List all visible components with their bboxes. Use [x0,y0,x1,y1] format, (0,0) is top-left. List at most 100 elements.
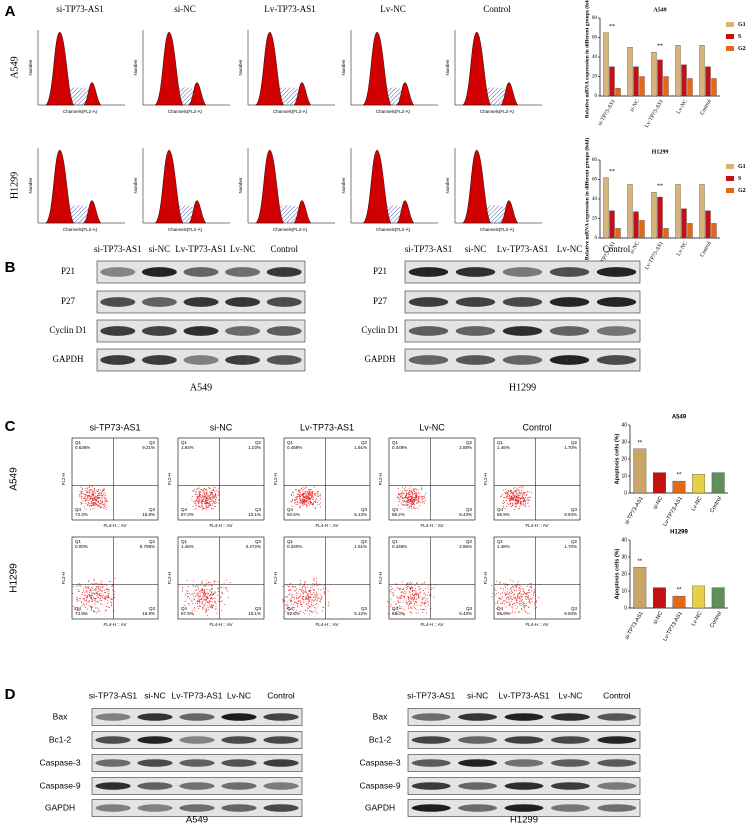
dot [491,596,492,597]
dot [89,496,90,497]
dot [87,487,88,488]
dot [417,598,418,599]
dot [292,499,293,500]
dot [522,486,523,487]
band [100,297,135,307]
dot [97,591,98,592]
dot [213,500,214,501]
dot [206,580,207,581]
dot [92,490,93,491]
dot [80,598,81,599]
dot [91,590,92,591]
bar [676,45,681,96]
dot [429,595,430,596]
dot [392,588,393,589]
dot [95,493,96,494]
dot [523,589,524,590]
dot [513,488,514,489]
dot [400,602,401,603]
band [137,782,172,789]
dot [420,497,421,498]
dot [305,597,306,598]
dot [114,597,115,598]
dot [503,600,504,601]
dot [77,601,78,602]
dot [316,593,317,594]
dot [95,593,96,594]
dot [511,492,512,493]
dot [223,587,224,588]
dot [410,594,411,595]
dot [410,596,411,597]
dot [312,496,313,497]
dot [104,590,105,591]
dot [224,604,225,605]
dot [212,588,213,589]
dot [106,500,107,501]
dot [216,613,217,614]
dot [506,492,507,493]
dot [106,507,107,508]
band [100,326,135,336]
dot [412,597,413,598]
dot [421,488,422,489]
dot [101,600,102,601]
dot [294,599,295,600]
dot [303,502,304,503]
dot [109,597,110,598]
dot [534,592,535,593]
dot [202,500,203,501]
dot [411,506,412,507]
band [597,736,636,743]
dot [393,592,394,593]
dot [300,492,301,493]
dot [103,494,104,495]
dot [519,497,520,498]
dot [527,586,528,587]
dot [419,587,420,588]
dot [503,583,504,584]
dot [85,607,86,608]
dot [205,596,206,597]
dot [424,602,425,603]
dot [228,597,229,598]
dot [203,597,204,598]
dot [516,496,517,497]
dot [214,497,215,498]
dot [314,580,315,581]
dot [99,505,100,506]
dot [499,600,500,601]
band [550,297,589,307]
dot [297,501,298,502]
dot [308,601,309,602]
dot [210,582,211,583]
dot [315,610,316,611]
dot [296,602,297,603]
band [95,782,130,789]
dot [408,598,409,599]
dot [196,594,197,595]
dot [521,502,522,503]
dot [300,507,301,508]
dot [302,503,303,504]
dot [303,596,304,597]
x-axis-label: Channels(FL2-A) [63,227,98,232]
dot [292,597,293,598]
dot [199,596,200,597]
quadrant-value: 0.636% [75,445,90,450]
dot [313,583,314,584]
dot [309,498,310,499]
dot [88,601,89,602]
dot [94,500,95,501]
dot [108,589,109,590]
band [267,355,302,365]
lane-label: si-NC [144,690,165,700]
dot [296,499,297,500]
dot [525,497,526,498]
dot [512,503,513,504]
bar [640,77,645,97]
dot [308,489,309,490]
dot [199,591,200,592]
dot [423,501,424,502]
dot [313,580,314,581]
